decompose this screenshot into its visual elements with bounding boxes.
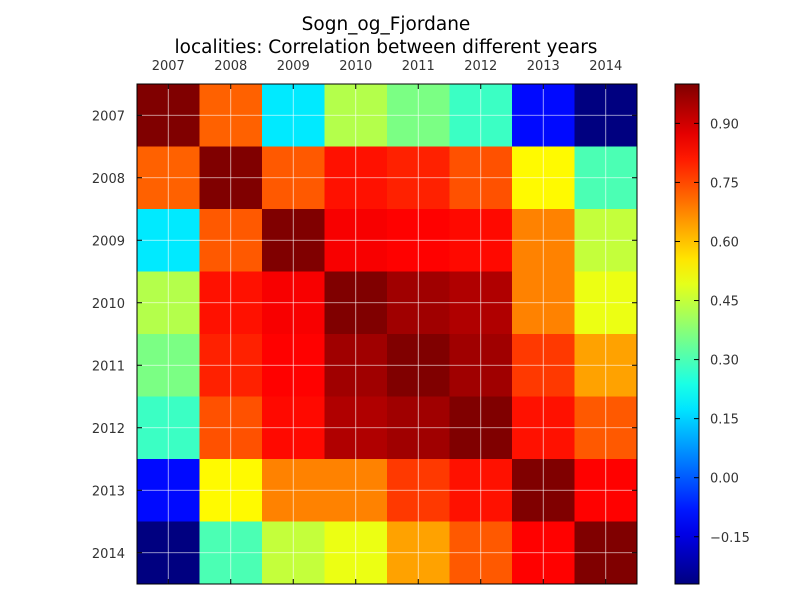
chart-subtitle: localities: Correlation between differen… bbox=[175, 37, 598, 58]
x-tick-label: 2010 bbox=[339, 59, 372, 74]
heatmap-grid bbox=[137, 84, 637, 584]
y-axis-ticks: 2007 2008 2009 2010 2011 2012 2013 2014 bbox=[92, 109, 637, 562]
colorbar-tick-label: 0.45 bbox=[710, 295, 739, 310]
y-tick-label: 2012 bbox=[92, 422, 125, 437]
y-tick-label: 2013 bbox=[92, 484, 125, 499]
colorbar-tick-label: 0.90 bbox=[710, 117, 739, 132]
x-tick-label: 2009 bbox=[277, 59, 310, 74]
plot-frame bbox=[136, 83, 638, 585]
x-axis-ticks: 2007 2008 2009 2010 2011 2012 2013 2014 bbox=[152, 59, 622, 584]
colorbar bbox=[674, 83, 700, 585]
colorbar-tick-label: 0.75 bbox=[710, 176, 739, 191]
x-tick-label: 2011 bbox=[402, 59, 435, 74]
chart-title: Sogn_og_Fjordane bbox=[302, 14, 471, 35]
colorbar-tick-label: 0.60 bbox=[710, 235, 739, 250]
x-tick-label: 2008 bbox=[214, 59, 247, 74]
colorbar-tick-label: 0.00 bbox=[710, 472, 739, 487]
colorbar-tick-label: 0.30 bbox=[710, 354, 739, 369]
y-tick-label: 2014 bbox=[92, 547, 125, 562]
y-tick-label: 2008 bbox=[92, 172, 125, 187]
heatmap-cells bbox=[137, 84, 638, 585]
colorbar-tick-label: −0.15 bbox=[710, 531, 750, 546]
y-tick-label: 2009 bbox=[92, 234, 125, 249]
x-tick-label: 2014 bbox=[589, 59, 622, 74]
y-tick-label: 2010 bbox=[92, 297, 125, 312]
colorbar-tick-label: 0.15 bbox=[710, 413, 739, 428]
colorbar-ticks: −0.15 0.00 0.15 0.30 0.45 0.60 0.75 0.90 bbox=[675, 117, 750, 546]
x-tick-label: 2012 bbox=[464, 59, 497, 74]
x-tick-label: 2013 bbox=[527, 59, 560, 74]
x-tick-label: 2007 bbox=[152, 59, 185, 74]
y-tick-label: 2011 bbox=[92, 359, 125, 374]
y-tick-label: 2007 bbox=[92, 109, 125, 124]
